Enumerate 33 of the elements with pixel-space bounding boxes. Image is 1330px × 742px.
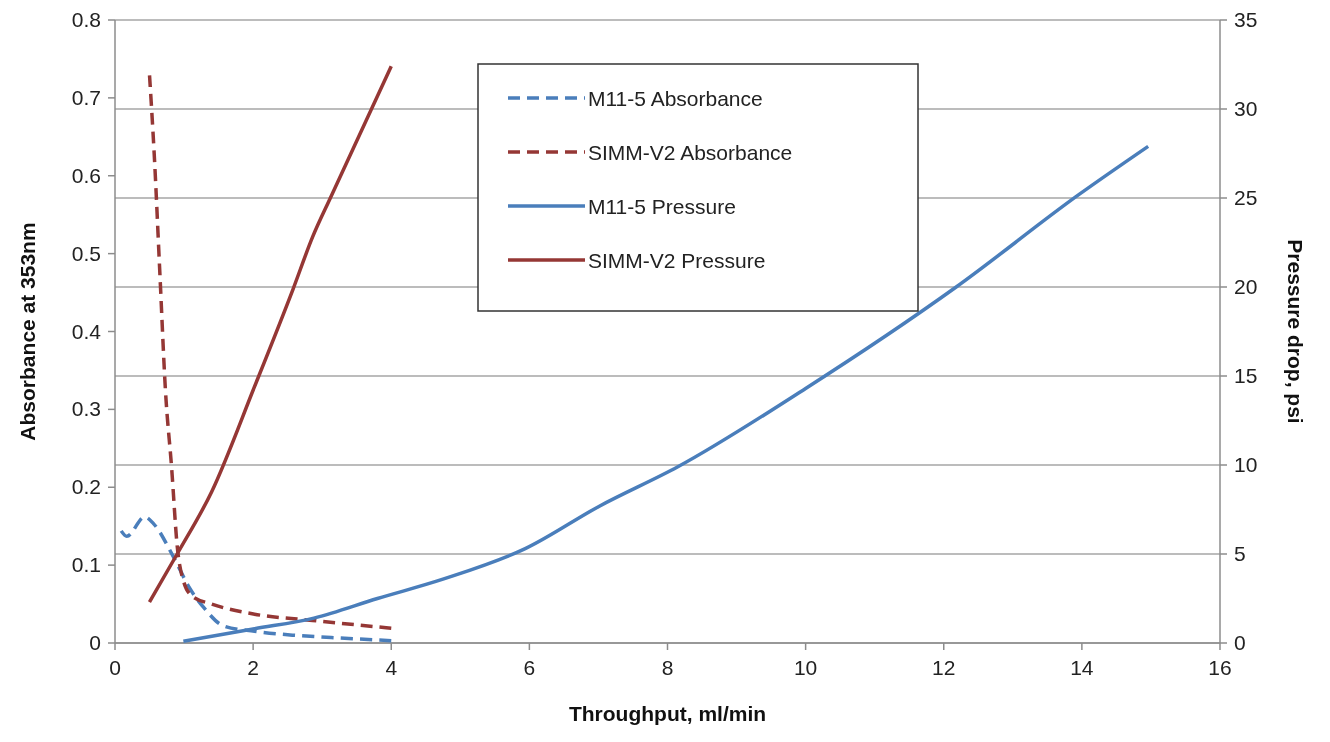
legend-label: M11-5 Pressure: [588, 195, 736, 218]
x-tick-label: 0: [109, 656, 121, 679]
y-tick-label: 0.5: [71, 241, 101, 265]
x-tick-label: 16: [1208, 656, 1232, 679]
y2-tick-label: 30: [1234, 97, 1258, 120]
y2-tick-label: 10: [1234, 453, 1258, 476]
y-tick-label: 0: [89, 631, 101, 654]
legend-label: SIMM-V2 Absorbance: [588, 141, 793, 164]
y2-tick-label: 15: [1234, 364, 1258, 387]
legend-label: M11-5 Absorbance: [588, 87, 763, 110]
y2-tick-label: 35: [1234, 8, 1258, 31]
y2-tick-label: 5: [1234, 542, 1246, 565]
y2-tick-label: 0: [1234, 631, 1246, 654]
x-tick-label: 2: [247, 656, 259, 679]
y-axis-title: Absorbance at 353nm: [16, 222, 39, 441]
legend-label: SIMM-V2 Pressure: [588, 249, 766, 272]
x-tick-label: 6: [523, 656, 536, 679]
y-tick-label: 0.6: [71, 163, 101, 187]
x-tick-label: 10: [793, 656, 818, 679]
x-tick-label: 8: [661, 656, 674, 679]
y2-axis-title: Pressure drop, psi: [1284, 239, 1307, 424]
y-tick-label: 0.1: [71, 553, 101, 577]
y-tick-label: 0.8: [71, 8, 101, 31]
x-axis-title: Throughput, ml/min: [568, 702, 767, 725]
y2-tick-label: 20: [1234, 275, 1258, 298]
y-tick-label: 0.3: [71, 397, 101, 421]
y2-tick-label: 25: [1234, 186, 1258, 209]
y-tick-label: 0.2: [71, 475, 101, 499]
y-tick-label: 0.4: [71, 319, 102, 343]
y-tick-label: 0.7: [71, 85, 101, 109]
x-tick-label: 4: [385, 656, 398, 679]
x-tick-label: 14: [1070, 656, 1094, 679]
x-tick-label: 12: [932, 656, 956, 679]
